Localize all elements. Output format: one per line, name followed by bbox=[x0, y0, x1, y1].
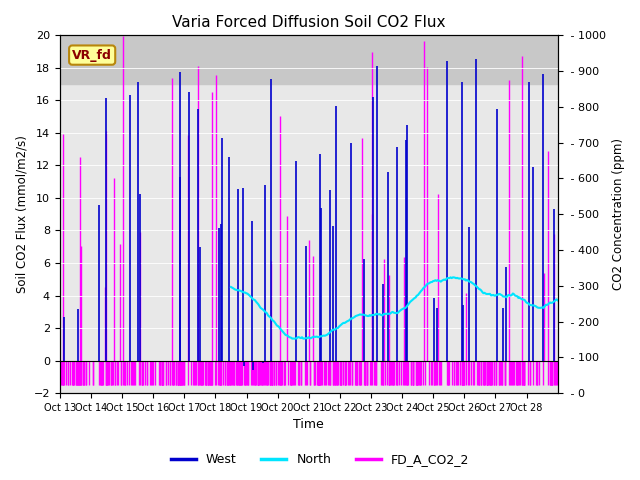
Bar bbox=[60, 36, 557, 84]
X-axis label: Time: Time bbox=[293, 419, 324, 432]
Text: VR_fd: VR_fd bbox=[72, 48, 112, 61]
Title: Varia Forced Diffusion Soil CO2 Flux: Varia Forced Diffusion Soil CO2 Flux bbox=[172, 15, 445, 30]
Legend: West, North, FD_A_CO2_2: West, North, FD_A_CO2_2 bbox=[166, 448, 474, 471]
Y-axis label: Soil CO2 Flux (mmol/m2/s): Soil CO2 Flux (mmol/m2/s) bbox=[15, 135, 28, 293]
Y-axis label: CO2 Concentration (ppm): CO2 Concentration (ppm) bbox=[612, 138, 625, 290]
